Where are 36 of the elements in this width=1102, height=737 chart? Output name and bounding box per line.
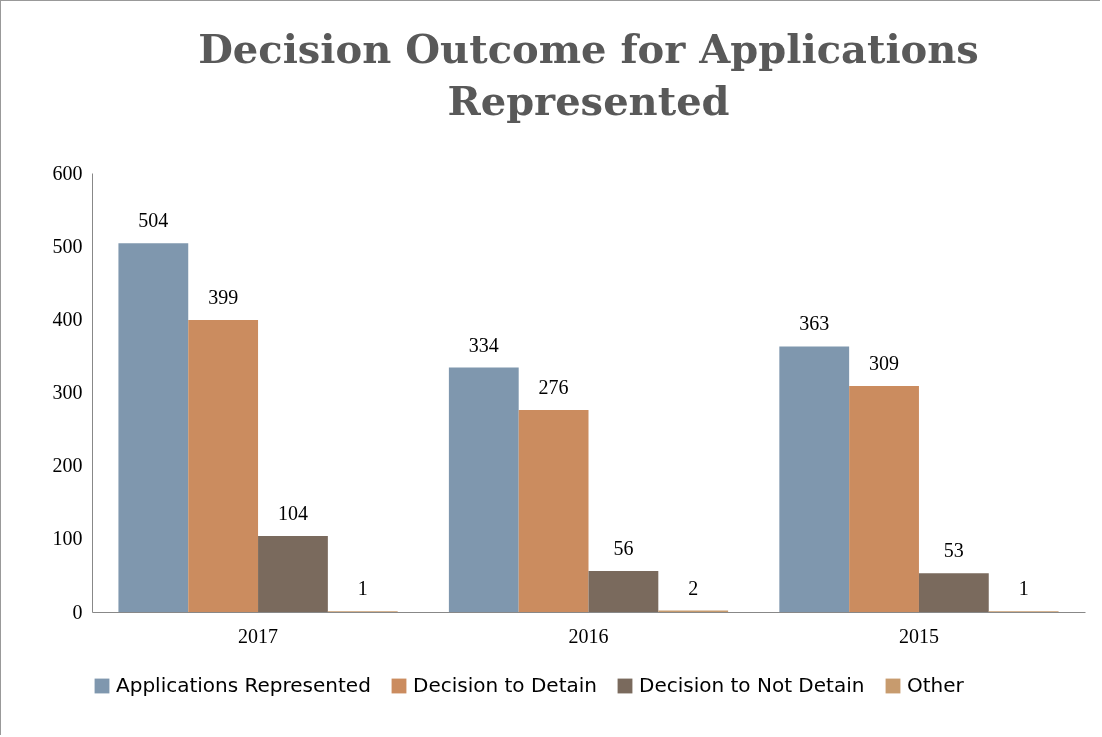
data-label: 1 [357,577,368,600]
data-label: 104 [277,501,308,524]
y-tick-label: 0 [72,600,83,623]
y-tick-label: 400 [52,307,83,330]
legend-label: Other [907,673,965,697]
chart-title: Decision Outcome for Applications Represented [198,25,979,124]
x-tick-label: 2016 [568,624,609,647]
y-tick-label: 100 [52,527,83,550]
y-tick-label: 200 [52,454,83,477]
data-label: 2 [688,576,699,599]
data-label: 53 [943,539,964,562]
bar [448,367,519,612]
bar [918,573,989,612]
bar [849,385,919,612]
x-tick-label: 2017 [238,624,279,647]
legend-label: Decision to Detain [413,673,597,697]
bar [779,346,850,612]
legend-label: Decision to Not Detain [639,673,865,697]
bar [188,320,259,612]
bar [588,571,659,612]
y-tick-label: 300 [52,381,83,403]
bar [518,410,589,612]
bar [258,535,328,612]
data-label: 363 [799,312,830,335]
bar [118,243,189,612]
data-label: 56 [613,537,634,560]
y-tick-label: 600 [52,161,83,184]
x-tick-label: 2015 [898,624,939,647]
data-label: 399 [208,286,239,309]
legend-label: Applications Represented [116,673,371,697]
data-label: 334 [468,333,499,356]
data-label: 276 [538,376,569,399]
y-tick-label: 500 [52,234,83,257]
data-label: 309 [869,351,900,374]
data-label: 1 [1018,577,1029,600]
data-label: 504 [138,209,169,232]
